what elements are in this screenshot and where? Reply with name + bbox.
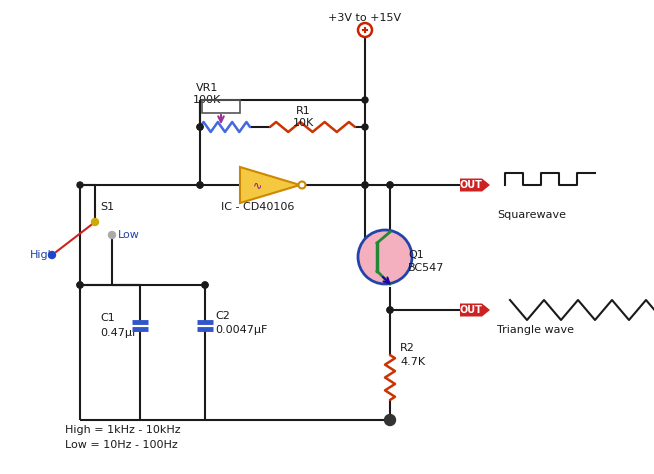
Text: C2: C2 [215,311,230,321]
Text: S1: S1 [100,202,114,212]
Text: OUT: OUT [460,180,483,190]
Text: 4.7K: 4.7K [400,357,425,367]
Text: VR1: VR1 [196,83,218,93]
Text: 100K: 100K [193,95,221,105]
Circle shape [387,307,393,313]
Text: 0.47μF: 0.47μF [100,328,139,338]
Text: +3V to +15V: +3V to +15V [328,13,402,23]
Circle shape [362,182,368,188]
Polygon shape [240,167,300,203]
Text: R1: R1 [296,106,311,116]
Text: ∿: ∿ [253,180,263,190]
Text: Low: Low [118,230,140,240]
Circle shape [92,219,99,226]
Text: IC - CD40106: IC - CD40106 [221,202,295,212]
Circle shape [197,182,203,188]
Text: BC547: BC547 [408,263,444,273]
Circle shape [298,182,305,189]
Circle shape [387,307,393,313]
Text: C1: C1 [100,313,114,323]
Text: Low = 10Hz - 100Hz: Low = 10Hz - 100Hz [65,440,178,450]
Text: High: High [30,250,56,260]
Circle shape [202,282,208,288]
Text: Q1: Q1 [408,250,424,260]
Circle shape [77,282,83,288]
Circle shape [362,182,368,188]
Text: High = 1kHz - 10kHz: High = 1kHz - 10kHz [65,425,181,435]
Circle shape [387,417,393,423]
Polygon shape [460,303,490,317]
Circle shape [109,231,116,238]
Circle shape [77,182,83,188]
Circle shape [197,182,203,188]
Circle shape [387,182,393,188]
Circle shape [358,230,412,284]
Circle shape [362,97,368,103]
Polygon shape [460,179,490,191]
Circle shape [197,124,203,130]
Circle shape [202,282,208,288]
Text: R2: R2 [400,343,415,353]
Circle shape [387,182,393,188]
Text: Triangle wave: Triangle wave [497,325,574,335]
Circle shape [362,124,368,130]
Text: 0.0047μF: 0.0047μF [215,325,267,335]
Circle shape [197,124,203,130]
Text: 10K: 10K [292,118,314,128]
Text: Squarewave: Squarewave [497,210,566,220]
Text: OUT: OUT [460,305,483,315]
Circle shape [48,252,56,258]
Circle shape [358,23,372,37]
Circle shape [385,414,396,426]
Circle shape [77,282,83,288]
